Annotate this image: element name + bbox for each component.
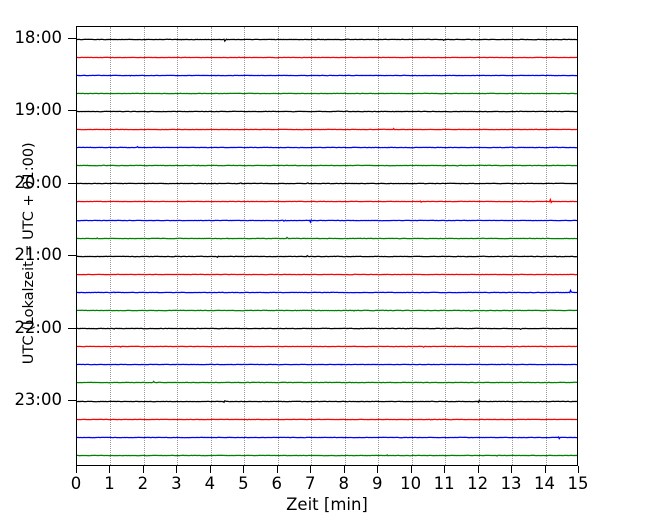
trace-23-45 bbox=[77, 449, 577, 462]
x-tick-label-10: 10 bbox=[400, 474, 422, 493]
trace-20-15 bbox=[77, 195, 577, 208]
x-tick-label-3: 3 bbox=[171, 474, 182, 493]
x-tick-label-12: 12 bbox=[467, 474, 489, 493]
plot-area bbox=[76, 26, 578, 466]
vertical-gridlines bbox=[77, 27, 577, 465]
gridline-x-13 bbox=[512, 27, 514, 465]
x-tick-mark-14 bbox=[544, 466, 546, 473]
x-tick-mark-0 bbox=[76, 466, 77, 473]
trace-20-45 bbox=[77, 232, 577, 245]
gridline-x-8 bbox=[344, 27, 346, 465]
x-tick-label-11: 11 bbox=[433, 474, 455, 493]
trace-18-15 bbox=[77, 51, 577, 64]
trace-18-30 bbox=[77, 69, 577, 82]
x-tick-label-1: 1 bbox=[104, 474, 115, 493]
y-tick-mark-21-00 bbox=[68, 255, 76, 257]
y-tick-mark-19-00 bbox=[68, 110, 76, 112]
x-tick-mark-6 bbox=[276, 466, 278, 473]
gridline-x-4 bbox=[210, 27, 212, 465]
x-tick-label-6: 6 bbox=[271, 474, 283, 493]
x-tick-label-9: 9 bbox=[371, 474, 383, 493]
x-axis-label: Zeit [min] bbox=[286, 495, 368, 514]
trace-18-00 bbox=[77, 33, 577, 46]
trace-22-45 bbox=[77, 376, 577, 389]
x-tick-label-8: 8 bbox=[338, 474, 349, 493]
x-tick-mark-1 bbox=[109, 466, 111, 473]
trace-19-45 bbox=[77, 159, 577, 172]
gridline-x-5 bbox=[244, 27, 246, 465]
trace-23-00 bbox=[77, 395, 577, 408]
x-tick-label-5: 5 bbox=[238, 474, 249, 493]
x-tick-mark-3 bbox=[176, 466, 178, 473]
x-tick-mark-11 bbox=[444, 466, 446, 473]
gridline-x-11 bbox=[445, 27, 447, 465]
trace-layer bbox=[77, 27, 577, 465]
x-tick-mark-4 bbox=[209, 466, 211, 473]
trace-22-00 bbox=[77, 322, 577, 335]
trace-18-45 bbox=[77, 87, 577, 100]
gridline-x-10 bbox=[411, 27, 413, 465]
y-tick-label-18-00: 18:00 bbox=[14, 28, 62, 47]
gridline-x-3 bbox=[177, 27, 179, 465]
y-tick-label-19-00: 19:00 bbox=[14, 100, 62, 120]
x-tick-mark-9 bbox=[377, 466, 379, 473]
x-tick-label-7: 7 bbox=[305, 474, 316, 493]
y-tick-label-20-00: 20:00 bbox=[14, 172, 62, 192]
y-tick-mark-22-00 bbox=[68, 327, 76, 329]
x-tick-mark-13 bbox=[511, 466, 513, 473]
x-tick-mark-7 bbox=[310, 466, 312, 473]
trace-23-15 bbox=[77, 413, 577, 426]
x-tick-mark-10 bbox=[410, 466, 412, 473]
x-tick-label-2: 2 bbox=[137, 474, 149, 493]
y-tick-label-23-00: 23:00 bbox=[14, 390, 62, 409]
trace-21-15 bbox=[77, 268, 577, 281]
gridline-x-7 bbox=[311, 27, 313, 465]
x-tick-label-13: 13 bbox=[500, 474, 522, 493]
x-tick-label-15: 15 bbox=[567, 474, 589, 493]
trace-21-30 bbox=[77, 286, 577, 299]
trace-19-30 bbox=[77, 141, 577, 154]
gridline-x-12 bbox=[478, 27, 480, 465]
y-tick-label-22-00: 22:00 bbox=[14, 317, 62, 337]
gridline-x-14 bbox=[545, 27, 547, 465]
trace-19-15 bbox=[77, 123, 577, 136]
x-tick-label-14: 14 bbox=[534, 474, 556, 493]
y-tick-label-21-00: 21:00 bbox=[14, 245, 62, 265]
trace-21-45 bbox=[77, 304, 577, 317]
trace-20-30 bbox=[77, 214, 577, 227]
y-tick-mark-23-00 bbox=[68, 400, 76, 401]
gridline-x-1 bbox=[110, 27, 112, 465]
gridline-x-2 bbox=[143, 27, 145, 465]
y-tick-mark-20-00 bbox=[68, 182, 76, 184]
gridline-x-9 bbox=[378, 27, 380, 465]
gridline-x-6 bbox=[277, 27, 279, 465]
x-tick-label-0: 0 bbox=[70, 474, 82, 493]
x-tick-mark-12 bbox=[477, 466, 479, 473]
x-tick-mark-2 bbox=[142, 466, 144, 473]
x-tick-mark-15 bbox=[578, 466, 579, 473]
x-tick-label-4: 4 bbox=[204, 474, 216, 493]
y-tick-mark-18-00 bbox=[68, 38, 76, 39]
x-tick-mark-5 bbox=[243, 466, 245, 473]
trace-19-00 bbox=[77, 105, 577, 118]
x-tick-mark-8 bbox=[343, 466, 345, 473]
trace-22-30 bbox=[77, 358, 577, 371]
trace-20-00 bbox=[77, 177, 577, 190]
trace-23-30 bbox=[77, 431, 577, 444]
trace-21-00 bbox=[77, 250, 577, 263]
trace-22-15 bbox=[77, 340, 577, 353]
